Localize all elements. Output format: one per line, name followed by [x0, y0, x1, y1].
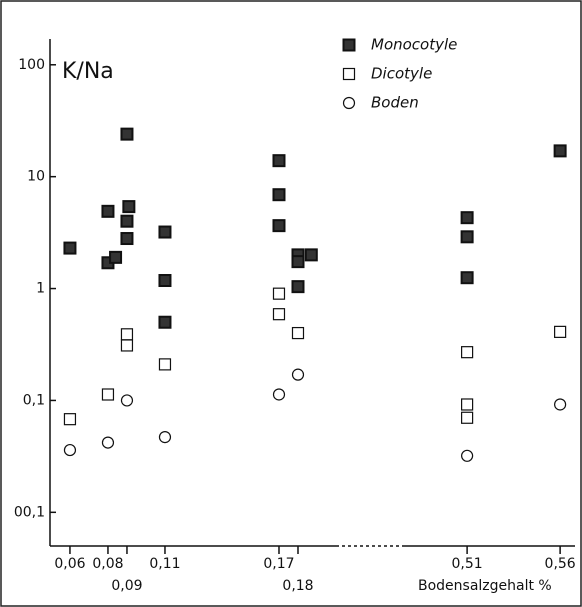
point [272, 287, 286, 300]
x-tick-label: 0,51 [452, 556, 483, 572]
x-tick-label: 0,18 [282, 578, 313, 594]
x-axis-label: Bodensalzgehalt % [418, 578, 552, 594]
y-tick-label: 1 [36, 281, 45, 297]
x-tick-label: 0,11 [149, 556, 180, 572]
point [461, 346, 474, 359]
point [158, 225, 172, 239]
point [120, 127, 134, 141]
point [291, 326, 305, 340]
x-tick-label: 0,17 [263, 556, 294, 572]
point [461, 449, 474, 462]
point [120, 339, 134, 352]
point [461, 398, 474, 411]
y-tick-label: 100 [18, 57, 45, 73]
point [63, 241, 77, 255]
point [272, 154, 286, 168]
point [158, 358, 172, 371]
y-tick-label: 10 [27, 169, 45, 185]
point [460, 211, 474, 225]
x-tick-label: 0,09 [111, 578, 142, 594]
point [120, 394, 134, 407]
x-tick-label: 0,08 [92, 556, 123, 572]
point [122, 200, 136, 214]
point [272, 219, 286, 233]
point [158, 315, 172, 329]
x-tick-label: 0,06 [54, 556, 85, 572]
point [63, 413, 77, 426]
point [120, 214, 134, 228]
y-tick-label: 00,1 [14, 504, 45, 520]
point [554, 398, 567, 411]
legend-marker [342, 38, 356, 52]
y-axis-label: K/Na [62, 59, 114, 84]
point [272, 188, 286, 202]
point [291, 280, 305, 294]
point [120, 328, 134, 341]
point [460, 271, 474, 285]
legend-label: Monocotyle [371, 36, 457, 54]
x-tick-label: 0,56 [545, 556, 576, 572]
point [460, 230, 474, 244]
point [158, 274, 172, 288]
point [158, 431, 172, 444]
legend-marker [342, 96, 356, 110]
point [101, 204, 115, 218]
point [63, 443, 77, 457]
legend-label: Dicotyle [371, 65, 432, 83]
point [109, 250, 123, 264]
point [554, 325, 567, 338]
y-tick-label: 0,1 [23, 392, 45, 408]
point [461, 411, 474, 424]
legend-marker [342, 67, 356, 81]
point [553, 144, 567, 158]
point [272, 308, 286, 321]
point [272, 388, 286, 401]
point [101, 388, 115, 401]
point [120, 232, 134, 246]
point [304, 248, 318, 262]
point [291, 368, 305, 381]
point [291, 255, 305, 269]
legend-label: Boden [371, 94, 419, 112]
point [101, 436, 115, 449]
